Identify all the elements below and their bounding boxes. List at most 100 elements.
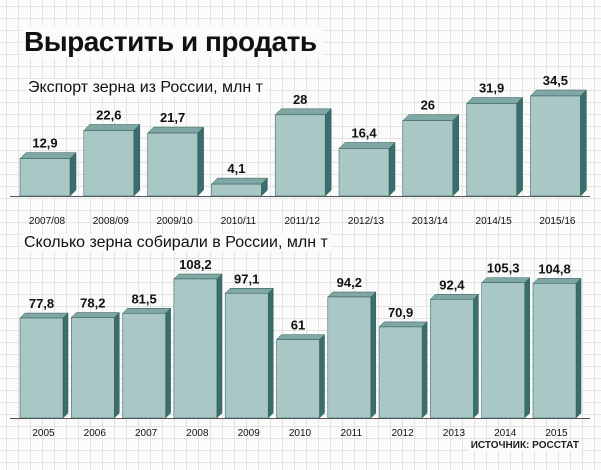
harvest-bar-face [481,282,525,419]
harvest-bar [275,334,326,419]
harvest-bar [173,273,223,419]
harvest-bar [532,277,582,419]
harvest-bar-side [114,311,120,419]
export-chart-title: Экспорт зерна из России, млн т [26,79,267,97]
export-bar-face [83,130,135,197]
page-title: Вырастить и продать [22,26,323,58]
export-bar-side [324,108,332,197]
export-category-label: 2012/13 [348,216,385,227]
export-bar-top [146,126,205,134]
export-bar [146,126,205,197]
export-bar-face [338,148,390,197]
harvest-bar [121,307,172,419]
harvest-category-label: 2011 [341,428,363,439]
export-bar [274,108,332,197]
harvest-value-label: 94,2 [337,275,362,290]
harvest-bar-face [71,317,115,419]
export-bar-face [19,158,71,197]
harvest-value-label: 105,3 [487,261,520,276]
export-value-label: 21,7 [160,110,185,125]
harvest-bar-top [532,278,582,284]
export-bar-side [516,96,523,197]
export-value-label: 22,6 [96,107,121,122]
harvest-value-label: 61 [291,318,305,333]
harvest-bar [378,321,428,419]
harvest-category-label: 2007 [135,428,158,439]
harvest-bar-top [275,334,326,340]
export-value-label: 4,1 [227,161,245,176]
export-bar [465,96,524,197]
harvest-bar [481,277,531,419]
export-bar-face [211,183,262,197]
export-bar-side [452,114,460,197]
export-category-label: 2011/12 [284,216,320,227]
export-bar-top [338,142,396,149]
export-value-label: 28 [293,92,307,107]
harvest-bar-top [19,312,69,319]
harvest-value-label: 81,5 [131,291,156,306]
export-value-label: 12,9 [32,136,57,151]
harvest-category-label: 2005 [32,428,55,439]
harvest-bar-face [19,317,64,419]
harvest-category-label: 2013 [443,428,466,439]
export-category-label: 2013/14 [412,216,449,227]
export-bar-top [465,97,524,104]
export-bar [19,152,77,197]
harvest-bar-top [378,321,428,328]
export-chart: 12,9 2007/08 22,6 2008/09 21,7 2009/10 4,1 2010… [10,73,590,227]
harvest-bar [70,311,120,419]
harvest-bar-face [224,293,269,419]
harvest-value-label: 78,2 [80,296,105,311]
export-value-label: 26 [421,98,435,113]
harvest-value-label: 70,9 [388,305,413,320]
harvest-bar-top [224,288,274,294]
export-bar [338,141,396,197]
harvest-bar-face [532,283,577,419]
export-bar-top [402,114,460,121]
export-category-label: 2007/08 [29,216,66,227]
export-category-label: 2014/15 [476,216,513,227]
harvest-bar-side [216,273,223,419]
export-category-label: 2015/16 [539,216,576,227]
export-bar-top [83,124,141,131]
harvest-bar-side [421,321,428,419]
harvest-category-label: 2015 [545,428,568,439]
harvest-chart: 77,8 2005 78,2 2006 81,5 2007 108,2 2008 97,1 200… [10,257,590,439]
harvest-bar-face [430,299,474,419]
harvest-category-label: 2014 [494,428,517,439]
export-value-label: 31,9 [479,81,504,96]
harvest-bar-side [473,293,479,419]
export-bar-side [580,89,587,197]
harvest-category-label: 2008 [186,428,209,439]
export-bar-face [530,95,581,197]
export-bar [529,89,588,197]
harvest-value-label: 104,8 [538,261,571,276]
harvest-bar-top [327,291,377,298]
export-bar-face [147,132,198,197]
harvest-bar-face [173,278,218,419]
export-bar-side [197,126,204,197]
export-bar-top [210,177,269,185]
harvest-bar-face [276,339,320,419]
export-bar-face [402,120,454,197]
export-bar-top [529,89,588,97]
harvest-category-label: 2010 [289,428,312,439]
harvest-bar-face [378,326,423,419]
harvest-chart-title: Сколько зерна собирали в России, млн т [22,234,332,252]
export-category-label: 2009/10 [157,216,194,227]
harvest-bar-side [165,307,171,419]
harvest-bar [327,291,377,419]
harvest-bar [429,293,480,419]
export-value-label: 16,4 [351,125,377,140]
harvest-bar-side [370,291,377,419]
harvest-value-label: 77,8 [29,296,54,311]
harvest-category-label: 2012 [391,428,414,439]
harvest-bar [19,312,69,419]
harvest-bar-face [122,313,166,419]
source-note: ИСТОЧНИК: РОССТАТ [468,440,581,451]
harvest-bar-top [121,308,172,314]
export-bar [83,123,141,197]
harvest-value-label: 108,2 [179,257,212,272]
harvest-bar-side [524,277,530,419]
